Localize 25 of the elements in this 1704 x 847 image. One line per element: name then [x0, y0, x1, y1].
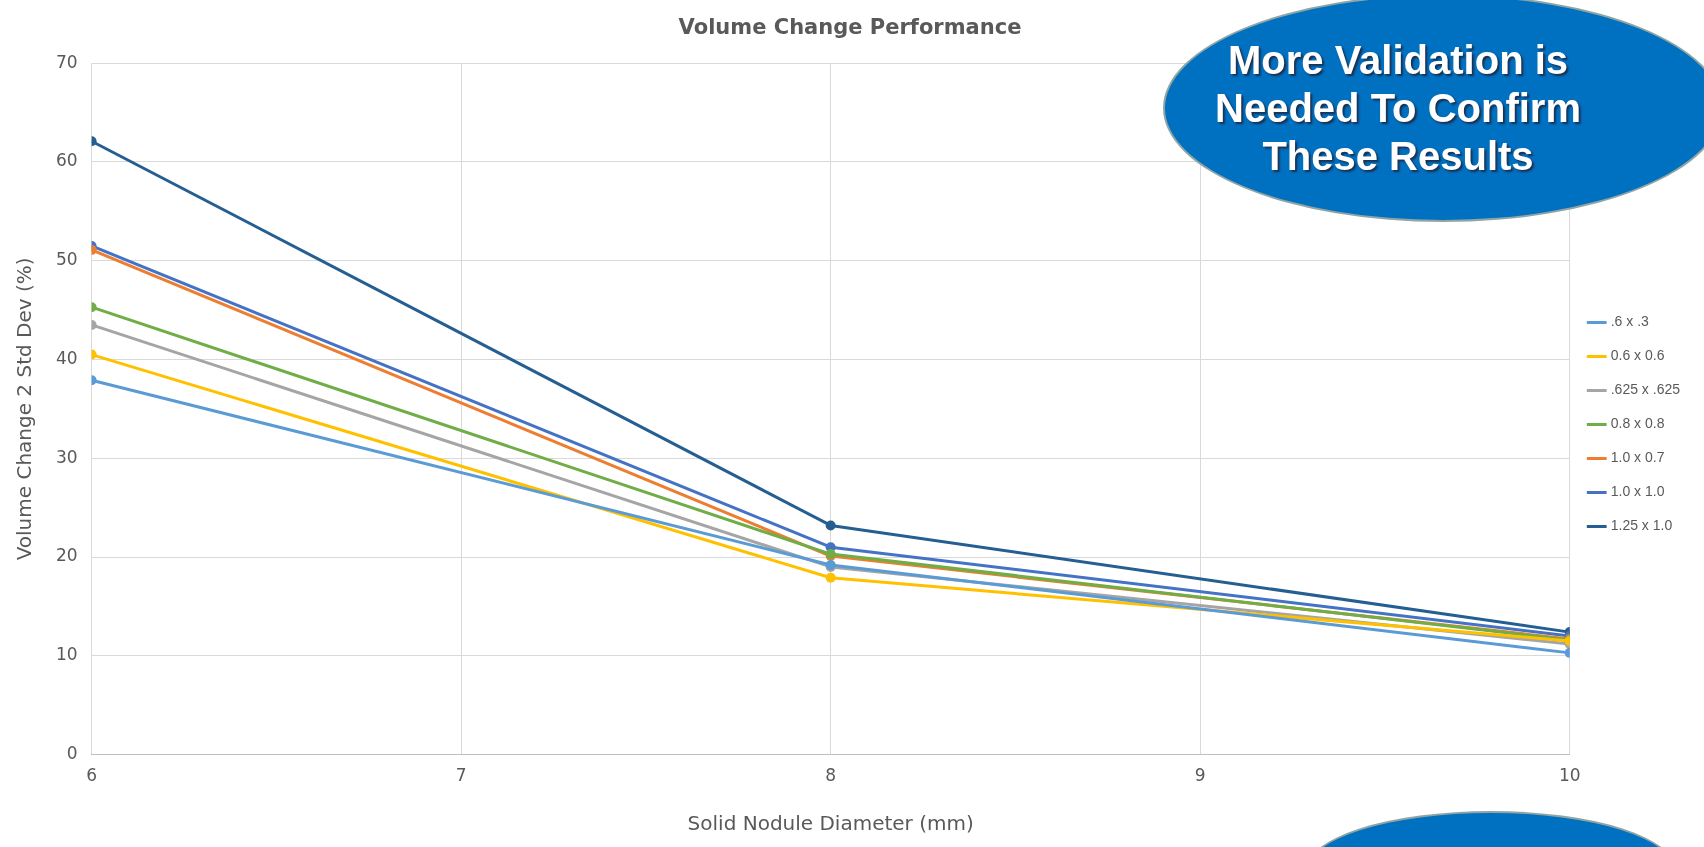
legend-label: 0.8 x 0.8 — [1610, 415, 1665, 432]
x-tick-label: 8 — [825, 765, 837, 786]
legend-label: 0.6 x 0.6 — [1610, 347, 1665, 364]
y-axis-title: Volume Change 2 Std Dev (%) — [12, 257, 37, 561]
y-tick-label: 50 — [55, 249, 78, 270]
legend-label: 1.0 x 0.7 — [1610, 449, 1665, 466]
chart-title: Volume Change Performance — [678, 15, 1022, 40]
y-tick-label: 30 — [55, 446, 78, 467]
legend-label: 1.25 x 1.0 — [1610, 517, 1673, 534]
x-tick-label: 9 — [1194, 765, 1206, 786]
y-tick-label: 0 — [66, 743, 78, 764]
y-tick-label: 40 — [55, 347, 78, 368]
legend-label: .625 x .625 — [1610, 381, 1681, 398]
y-tick-label: 10 — [55, 644, 78, 665]
x-tick-label: 7 — [455, 765, 467, 786]
callout-shape: More Validation is Needed To Confirm These Results — [1163, 0, 1704, 222]
annotation: More Validation is Needed To Confirm These Results — [1214, 37, 1582, 180]
x-tick-label: 10 — [1558, 765, 1581, 786]
y-tick-label: 70 — [55, 51, 78, 72]
x-tick-label: 6 — [86, 765, 98, 786]
y-tick-label: 60 — [55, 150, 78, 171]
legend-label: 1.0 x 1.0 — [1610, 483, 1665, 500]
y-tick-label: 20 — [55, 545, 78, 566]
legend-label: .6 x .3 — [1610, 313, 1650, 330]
x-axis-title: Solid Nodule Diameter (mm) — [687, 811, 974, 836]
